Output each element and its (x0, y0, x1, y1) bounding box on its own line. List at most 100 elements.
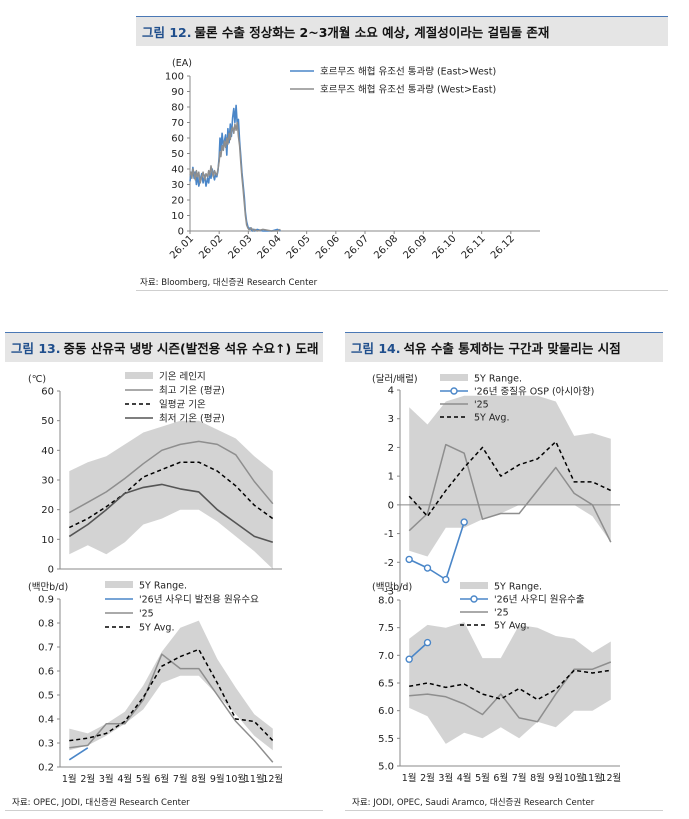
fig14-bottom-legend-swatch (460, 582, 488, 589)
fig13-top-legend-label: 최저 기온 (평균) (159, 414, 225, 425)
fig14-top-legend-swatch (440, 374, 468, 381)
fig13-bottom-y-tick-label: 0.3 (38, 739, 54, 750)
fig12-source-rule (136, 290, 668, 291)
fig14-top-y-tick-label: -3 (384, 587, 394, 598)
fig13-bottom-legend-label: '26년 사우디 발전용 원유수요 (139, 595, 259, 606)
fig14-bottom-x-tick-label: 4월 (457, 772, 472, 784)
fig13-bottom-series-0-line (68, 747, 89, 761)
fig13-source: 자료: OPEC, JODI, 대신증권 Research Center (12, 798, 190, 808)
fig13-bottom-y-tick-label: 0.9 (38, 595, 54, 606)
fig14-bottom-chart: 5.0 5.5 6.0 6.5 7.0 7.5 8.0 (백만b/d) 1월 2월 3월 4월 5월 6월… (372, 582, 621, 785)
fig13-bottom-x-tick-label: 1월 (62, 773, 77, 785)
fig12-y-tick-label: 100 (165, 72, 184, 83)
fig13-top-legend-label: 기온 레인지 (159, 372, 206, 383)
fig14-bottom-x-tick-label: 7월 (512, 772, 527, 784)
fig14-top-y-tick-label: 0 (388, 500, 394, 511)
fig13-title: 중동 산유국 냉방 시즌(발전용 석유 수요↑) 도래 (63, 341, 319, 356)
fig12-title: 물론 수출 정상화는 2~3개월 소요 예상, 계절성이라는 걸림돌 존재 (194, 25, 550, 40)
fig13-bottom-y-tick-label: 0.2 (38, 763, 54, 774)
fig13-top-legend-label: 일평균 기온 (159, 400, 206, 411)
fig14-bottom-legend-label: 5Y Range. (494, 582, 542, 593)
fig12-x-tick-label: 26.12 (489, 233, 517, 261)
fig13-bottom-legend-swatch (105, 581, 133, 588)
fig13-top-y-tick-label: 20 (41, 505, 54, 516)
fig13-bottom-range-band (69, 620, 273, 751)
fig13-top-y-tick-label: 60 (41, 387, 54, 398)
fig14-bottom-series-0-line (408, 642, 429, 660)
fig14-top-y-tick-label: 2 (388, 443, 394, 454)
fig13-source-rule (5, 810, 323, 811)
fig14-bottom-series-0-point (405, 655, 413, 663)
fig12-x-tick-label: 26.04 (256, 233, 284, 261)
fig12-source: 자료: Bloomberg, 대신증권 Research Center (140, 278, 318, 288)
fig12-x-tick-label: 26.11 (460, 233, 488, 261)
fig13-bottom-x-tick-label: 10월 (225, 773, 246, 785)
fig14-bottom-y-tick-label: 6.5 (378, 679, 394, 690)
fig14-bottom-x-tick-label: 5월 (475, 772, 490, 784)
fig12-y-tick-label: 30 (171, 180, 184, 191)
fig14-bottom-legend-label: 5Y Avg. (494, 621, 529, 632)
fig13-bottom-series-2-line (69, 648, 274, 742)
fig13-bottom-x-tick-label: 4월 (117, 773, 132, 785)
fig14-bottom-x-tick-label: 8월 (530, 772, 545, 784)
fig14-bottom-x-tick-label: 3월 (438, 772, 453, 784)
fig12-x-tick-label: 26.02 (197, 233, 225, 261)
fig12-x-tick-label: 26.01 (168, 233, 196, 261)
fig12-y-tick-label: 50 (171, 149, 184, 160)
fig13-top-legend-swatch (125, 372, 153, 379)
fig14-bottom-x-tick-label: 12월 (600, 772, 621, 784)
fig13-top-series-1-line (68, 461, 274, 529)
fig13-bottom-x-tick-label: 9월 (210, 773, 225, 785)
fig12-x-tick-label: 26.10 (431, 233, 459, 261)
fig14-title: 석유 수출 통제하는 구간과 맞물리는 시점 (403, 341, 621, 356)
fig14-bottom-x-tick-label: 2월 (420, 772, 435, 784)
fig13-top-y-axis-label: (℃) (28, 374, 46, 385)
fig13-top-series-0-line (68, 440, 274, 514)
fig13-bottom-x-tick-label: 11월 (244, 773, 265, 785)
fig12-y-tick-label: 80 (171, 103, 184, 114)
fig13-bottom-y-tick-label: 0.7 (38, 643, 54, 654)
fig13-top-range-band (69, 420, 273, 569)
fig14-bottom-legend-label: '26년 사우디 원유수출 (494, 595, 585, 606)
fig13-bottom-x-tick-label: 5월 (136, 773, 151, 785)
fig14-bottom-x-tick-label: 10월 (564, 772, 585, 784)
fig13-top-series-2-line (68, 483, 274, 544)
fig12-legend-label: 호르무즈 해협 유조선 통과량 (West>East) (320, 84, 496, 96)
fig14-bottom-series-2-line (409, 669, 611, 701)
fig13-bottom-y-axis-label: (백만b/d) (28, 582, 68, 593)
fig14-bottom-series-0-point (423, 638, 432, 647)
fig12-y-axis-label: (EA) (172, 58, 192, 69)
fig12-y-tick-label: 10 (171, 211, 184, 222)
fig14-source-rule (345, 810, 663, 811)
fig14-bottom-y-tick-label: 6.0 (378, 706, 394, 717)
fig14-top-series-0-point (460, 518, 468, 526)
fig13-bottom-y-tick-label: 0.4 (38, 715, 54, 726)
fig14-top-legend-marker (450, 387, 458, 395)
fig14-top-y-axis-label: (달러/배럴) (372, 373, 418, 385)
fig13-bottom-x-tick-label: 6월 (154, 773, 169, 785)
fig14-header: 그림 14. 석유 수출 통제하는 구간과 맞물리는 시점 (345, 332, 663, 362)
fig14-top-legend-label: 5Y Range. (474, 374, 522, 385)
fig12-y-tick-label: 40 (171, 165, 184, 176)
fig13-bottom-y-tick-label: 0.6 (38, 667, 54, 678)
fig14-source: 자료: JODI, OPEC, Saudi Aramco, 대신증권 Resea… (352, 798, 595, 808)
fig13-top-legend-label: 최고 기온 (평균) (159, 386, 225, 397)
fig14-bottom-y-tick-label: 7.0 (378, 651, 394, 662)
fig13-top-y-tick-label: 30 (41, 476, 54, 487)
fig14-bottom-x-tick-label: 11월 (582, 772, 603, 784)
fig13-bottom-x-tick-label: 2월 (80, 773, 95, 785)
fig13-bottom-x-tick-label: 8월 (191, 773, 206, 785)
fig14-bottom-y-tick-label: 5.0 (378, 762, 394, 773)
fig14-top-y-tick-label: -2 (384, 558, 394, 569)
fig14-top-series-0-point (423, 564, 432, 572)
fig12-x-tick-label: 26.03 (226, 233, 254, 261)
fig13-number: 그림 13. (11, 341, 61, 356)
fig14-top-legend-label: '26년 중질유 OSP (아시아향) (474, 386, 594, 398)
fig14-bottom-y-tick-label: 7.5 (378, 623, 394, 634)
fig13-bottom-legend-label: 5Y Avg. (139, 623, 174, 634)
fig14-bottom-y-tick-label: 8.0 (378, 596, 394, 607)
fig13-top-y-tick-label: 40 (41, 446, 54, 457)
fig12-y-tick-label: 0 (178, 227, 184, 238)
